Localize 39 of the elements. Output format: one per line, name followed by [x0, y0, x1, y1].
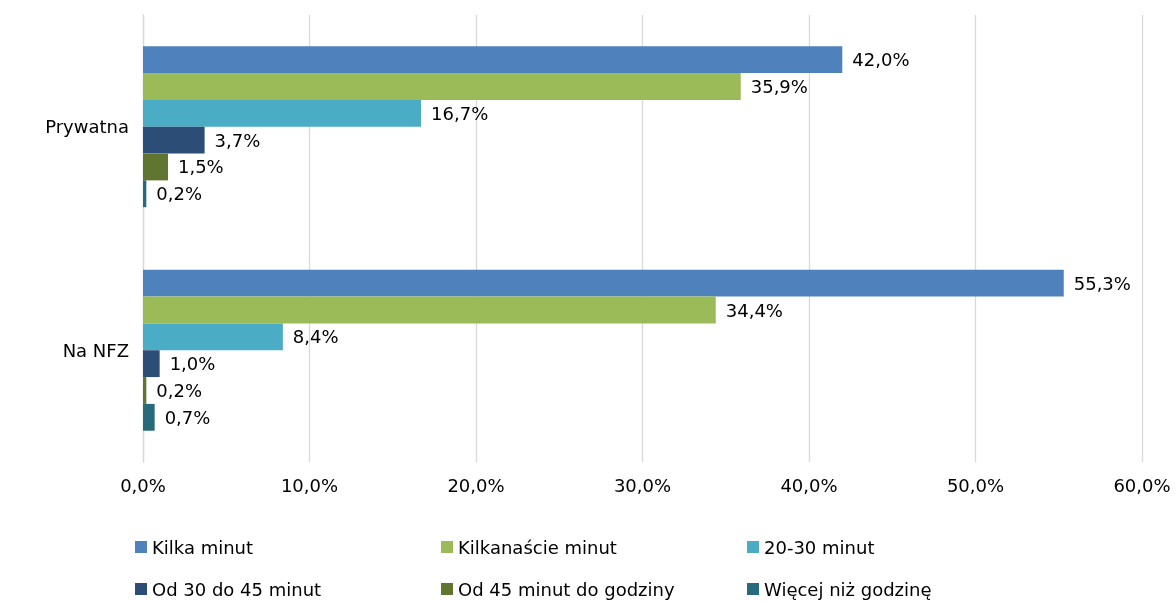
bar	[143, 126, 205, 154]
bar	[143, 46, 843, 74]
data-label: 0,2%	[156, 183, 203, 205]
data-label: 8,4%	[292, 326, 339, 348]
x-tick-label: 50,0%	[946, 474, 1005, 496]
x-tick-label: 30,0%	[613, 474, 672, 496]
y-tick-label: Prywatna	[45, 116, 129, 138]
data-label: 3,7%	[214, 129, 261, 151]
bar	[143, 377, 147, 404]
bar	[143, 99, 422, 127]
x-tick-label: 0,0%	[120, 474, 166, 496]
data-label: 35,9%	[750, 76, 808, 98]
legend-label: Od 30 do 45 minut	[152, 578, 322, 600]
x-tick-label: 40,0%	[780, 474, 838, 496]
data-label: 55,3%	[1073, 272, 1131, 294]
legend-label: Więcej niż godzinę	[764, 578, 932, 600]
bar	[143, 269, 1064, 297]
x-tick-label: 10,0%	[280, 474, 339, 496]
bar	[143, 403, 155, 431]
bar	[143, 296, 716, 324]
data-label: 1,0%	[169, 353, 216, 375]
data-label: 42,0%	[852, 49, 910, 71]
data-label: 0,7%	[164, 406, 211, 428]
legend-label: Kilkanaście minut	[458, 536, 617, 558]
x-tick-label: 20,0%	[447, 474, 505, 496]
bar	[143, 323, 283, 351]
bar	[143, 73, 741, 100]
bar	[143, 350, 160, 378]
legend-label: 20-30 minut	[764, 536, 875, 558]
y-tick-label: Na NFZ	[62, 339, 129, 361]
data-label: 34,4%	[725, 299, 783, 321]
bar	[143, 180, 147, 208]
data-label: 1,5%	[177, 156, 224, 178]
x-tick-label: 60,0%	[1113, 474, 1171, 496]
bar	[143, 153, 168, 181]
legend-label: Od 45 minut do godziny	[458, 578, 675, 600]
legend-label: Kilka minut	[152, 536, 254, 558]
data-label: 0,2%	[156, 379, 203, 401]
data-label: 16,7%	[431, 102, 489, 124]
